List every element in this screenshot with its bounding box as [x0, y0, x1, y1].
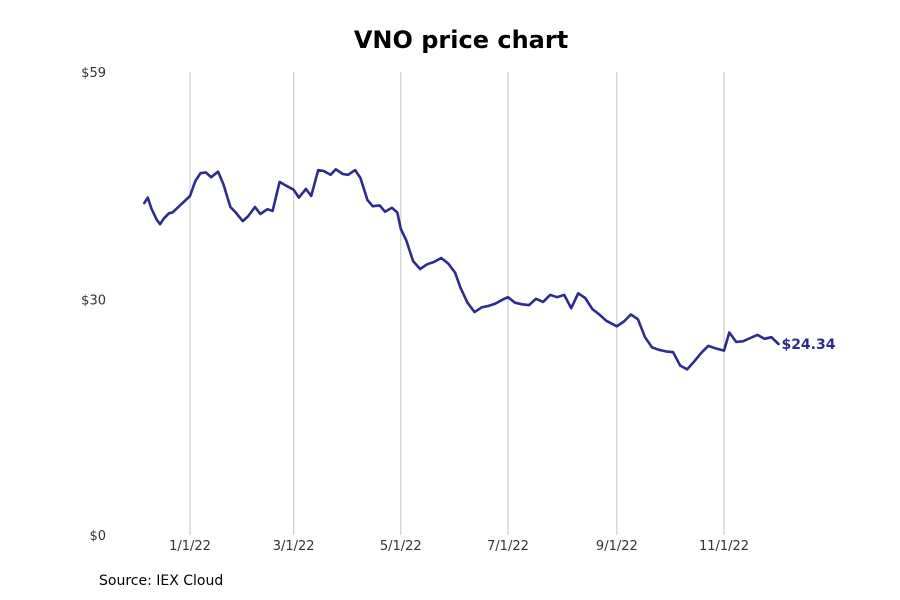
- x-tick-label: 3/1/22: [273, 539, 315, 554]
- chart-title: VNO price chart: [353, 26, 569, 54]
- source-note: Source: IEX Cloud: [99, 573, 224, 589]
- last-price-label: $24.34: [781, 337, 835, 353]
- y-tick-label: $30: [81, 294, 106, 309]
- x-tick-label: 5/1/22: [380, 539, 422, 554]
- x-tick-label: 7/1/22: [487, 539, 529, 554]
- x-axis-ticks: 1/1/22 3/1/22 5/1/22 7/1/22 9/1/22 11/1/22: [169, 539, 749, 554]
- y-tick-label: $59: [81, 66, 106, 81]
- y-axis-ticks: $0 $30 $59: [81, 66, 106, 544]
- price-series-line: [143, 168, 780, 371]
- gridlines: [189, 72, 725, 535]
- x-tick-label: 1/1/22: [169, 539, 211, 554]
- y-tick-label: $0: [89, 529, 106, 544]
- x-tick-label: 9/1/22: [596, 539, 638, 554]
- x-tick-label: 11/1/22: [699, 539, 749, 554]
